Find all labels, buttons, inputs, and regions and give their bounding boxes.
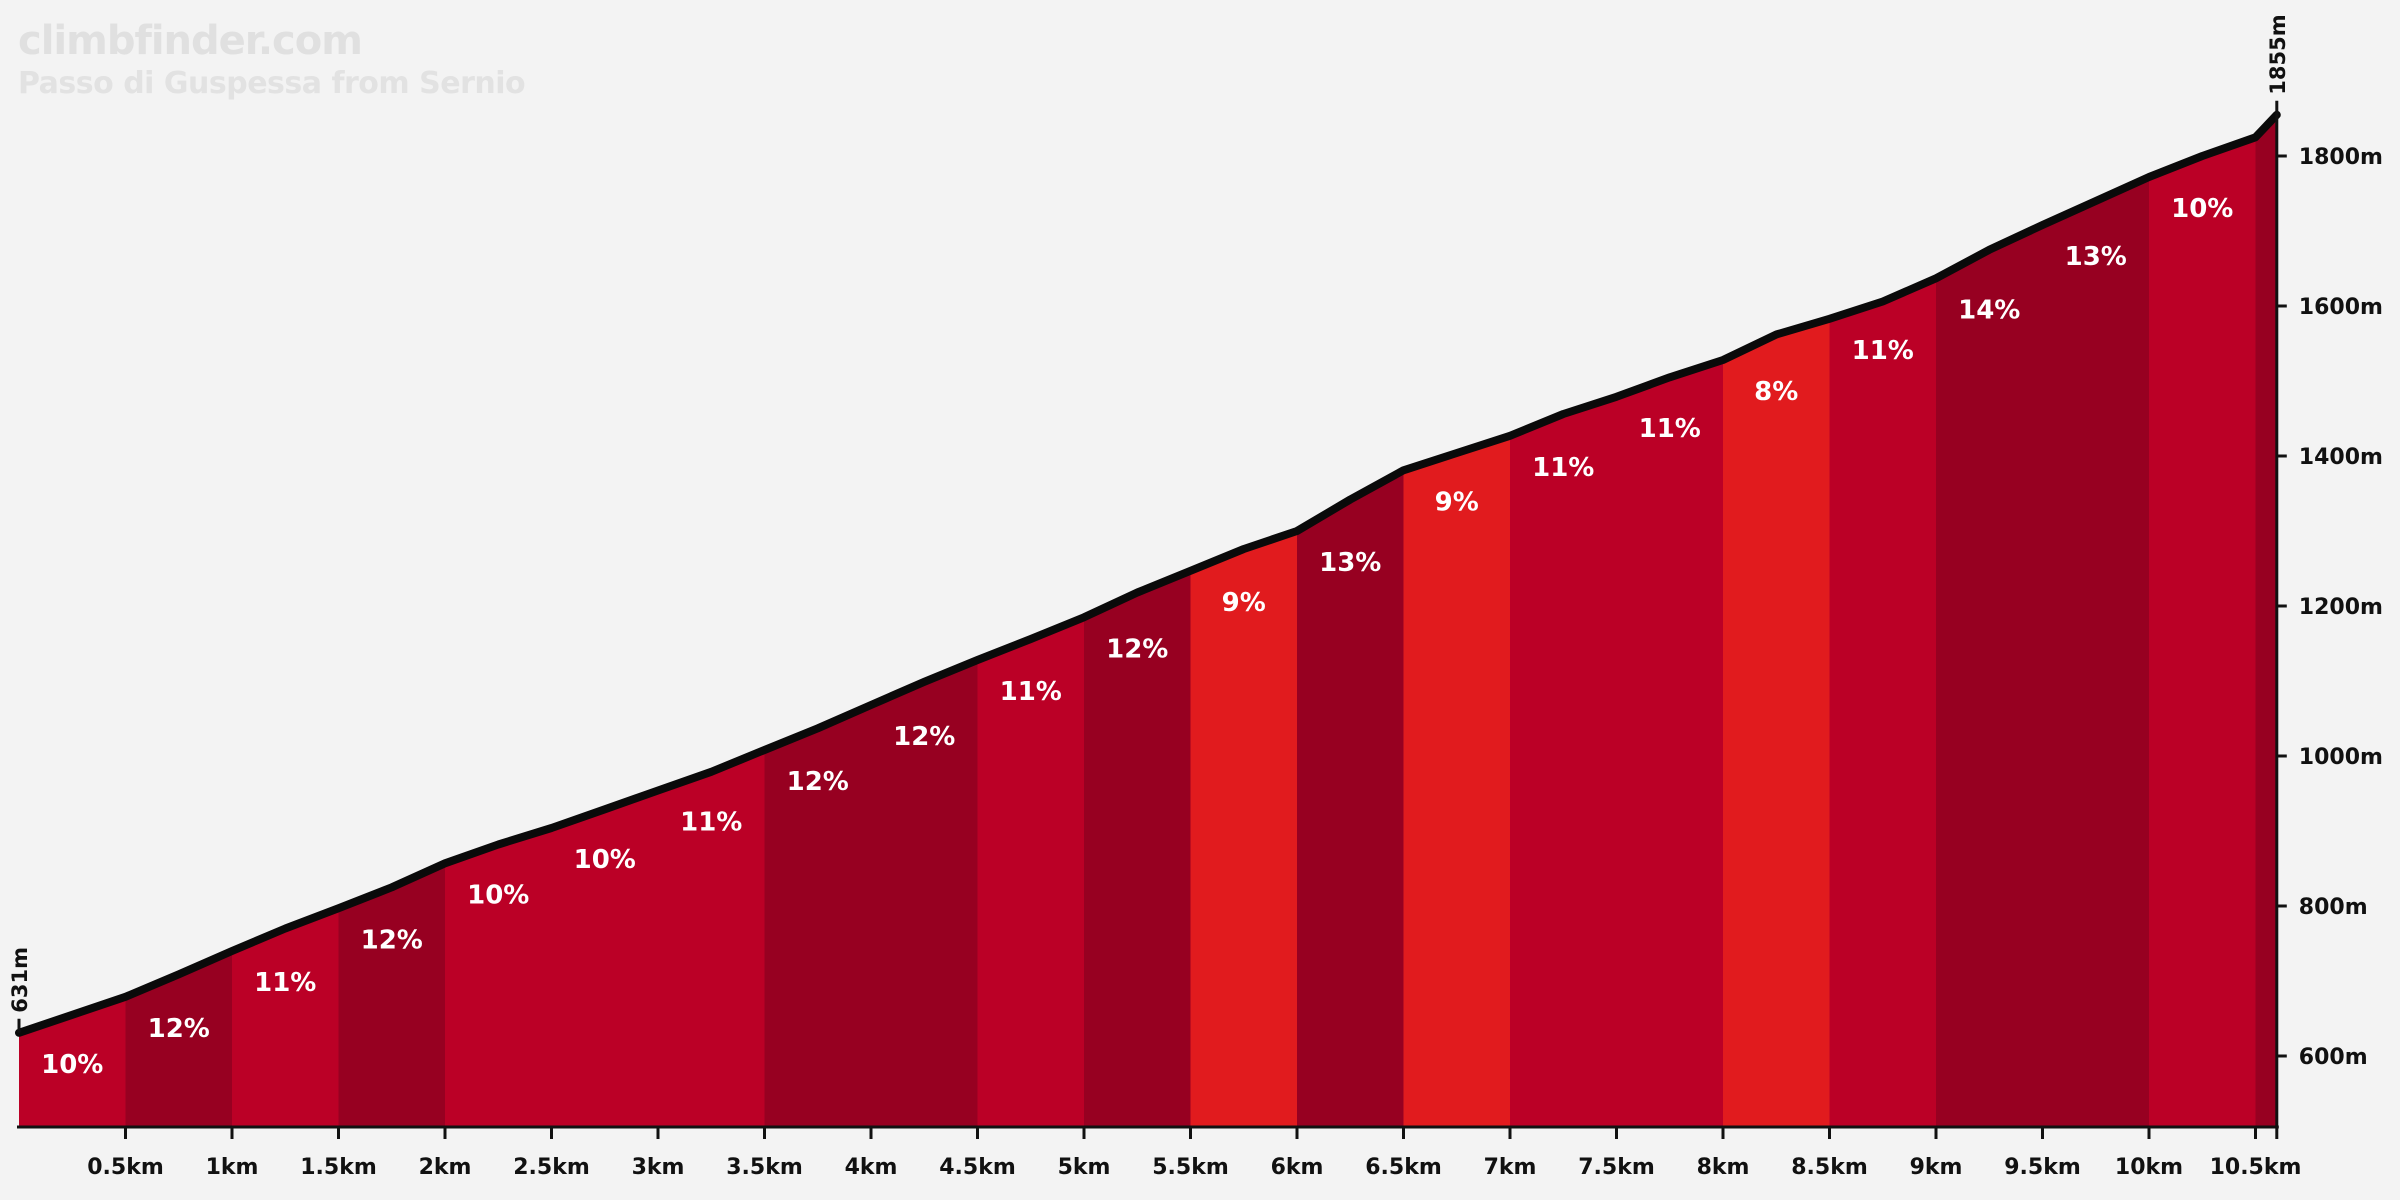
segment-19 xyxy=(1936,225,2043,1127)
grade-label-10: 11% xyxy=(1000,677,1062,707)
segment-15 xyxy=(1510,396,1617,1127)
grade-label-12: 9% xyxy=(1222,588,1266,618)
grade-label-14: 9% xyxy=(1435,487,1479,517)
x-tick-label-18: 9km xyxy=(1910,1155,1963,1180)
x-tick-label-6: 3km xyxy=(632,1155,685,1180)
x-tick-label-16: 8km xyxy=(1697,1155,1750,1180)
segment-12 xyxy=(1190,531,1297,1127)
x-tick-label-14: 7km xyxy=(1484,1155,1537,1180)
segment-1 xyxy=(19,996,126,1127)
segment-9 xyxy=(871,660,978,1127)
elevation-profile-line xyxy=(15,110,2281,1037)
x-tick-label-20: 10km xyxy=(2115,1155,2183,1180)
grade-label-6: 10% xyxy=(574,845,636,875)
chart-title: Passo di Guspessa from Sernio xyxy=(18,66,526,101)
end-elevation-label: 1855m xyxy=(2266,14,2290,94)
grade-label-16: 11% xyxy=(1639,414,1701,444)
x-tick-label-12: 6km xyxy=(1271,1155,1324,1180)
segment-17 xyxy=(1723,318,1830,1127)
x-tick-label-17: 8.5km xyxy=(1791,1155,1868,1180)
segment-11 xyxy=(1084,570,1191,1127)
segment-20 xyxy=(2042,177,2149,1127)
segment-3 xyxy=(232,908,339,1127)
segment-10 xyxy=(977,617,1084,1127)
x-tick-label-4: 2km xyxy=(419,1155,472,1180)
y-tick-label-1: 600m xyxy=(2299,1045,2368,1070)
x-tick-label-21: 10.5km xyxy=(2210,1155,2302,1180)
grade-label-13: 13% xyxy=(1319,548,1381,578)
grade-label-11: 12% xyxy=(1106,634,1168,664)
grade-label-17: 8% xyxy=(1754,377,1798,407)
y-tick-label-4: 1200m xyxy=(2299,595,2383,620)
site-brand-logo: climbfinder.com xyxy=(18,18,363,64)
grade-label-20: 13% xyxy=(2065,242,2127,272)
segment-13 xyxy=(1297,470,1404,1127)
grade-label-18: 11% xyxy=(1852,336,1914,366)
start-elevation-label: 631m xyxy=(8,947,32,1013)
x-tick-label-1: 0.5km xyxy=(87,1155,164,1180)
x-tick-label-5: 2.5km xyxy=(513,1155,590,1180)
segment-2 xyxy=(125,951,232,1127)
x-tick-label-11: 5.5km xyxy=(1152,1155,1229,1180)
x-tick-label-15: 7.5km xyxy=(1578,1155,1655,1180)
segment-8 xyxy=(764,705,871,1127)
y-tick-label-7: 1800m xyxy=(2299,145,2383,170)
grade-label-15: 11% xyxy=(1532,453,1594,483)
segment-4 xyxy=(338,863,445,1127)
segment-6 xyxy=(551,790,658,1127)
x-tick-label-8: 4km xyxy=(845,1155,898,1180)
y-tick-label-2: 800m xyxy=(2299,895,2368,920)
segment-5 xyxy=(445,828,552,1127)
segment-16 xyxy=(1616,360,1723,1127)
x-tick-label-7: 3.5km xyxy=(726,1155,803,1180)
grade-label-5: 10% xyxy=(467,880,529,910)
x-tick-label-19: 9.5km xyxy=(2004,1155,2081,1180)
segment-22 xyxy=(2255,114,2277,1128)
y-tick-label-3: 1000m xyxy=(2299,745,2383,770)
segment-21 xyxy=(2149,137,2256,1128)
x-tick-label-10: 5km xyxy=(1058,1155,1111,1180)
segment-14 xyxy=(1403,435,1510,1127)
grade-label-4: 12% xyxy=(361,925,423,955)
grade-label-19: 14% xyxy=(1958,295,2020,325)
segment-18 xyxy=(1829,278,1936,1127)
grade-label-7: 11% xyxy=(680,808,742,838)
x-tick-label-9: 4.5km xyxy=(939,1155,1016,1180)
grade-label-8: 12% xyxy=(787,767,849,797)
segment-7 xyxy=(658,750,765,1127)
y-tick-label-6: 1600m xyxy=(2299,295,2383,320)
y-tick-label-5: 1400m xyxy=(2299,445,2383,470)
grade-label-9: 12% xyxy=(893,722,955,752)
grade-label-1: 10% xyxy=(41,1050,103,1080)
x-tick-label-13: 6.5km xyxy=(1365,1155,1442,1180)
grade-label-2: 12% xyxy=(148,1014,210,1044)
x-tick-label-2: 1km xyxy=(206,1155,259,1180)
grade-label-21: 10% xyxy=(2171,194,2233,224)
grade-label-3: 11% xyxy=(254,968,316,998)
x-tick-label-3: 1.5km xyxy=(300,1155,377,1180)
